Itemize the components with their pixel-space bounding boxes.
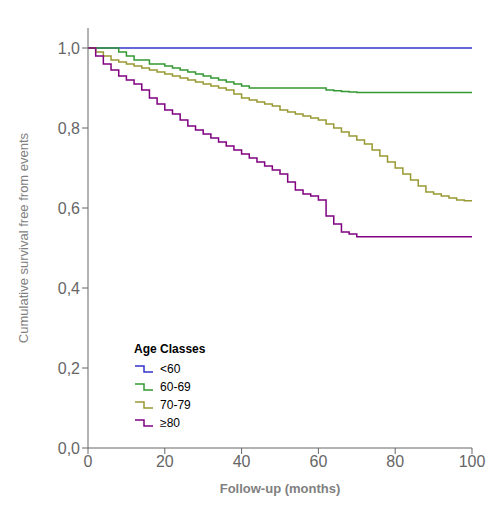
- html-text:Age Classes: Age Classes: [134, 342, 206, 356]
- svg-text:0,2: 0,2: [58, 360, 80, 377]
- svg-text:0,6: 0,6: [58, 200, 80, 217]
- svg-text:1,0: 1,0: [58, 40, 80, 57]
- html-text:<60: <60: [160, 362, 181, 376]
- svg-text:0: 0: [84, 453, 93, 470]
- svg-text:0,4: 0,4: [58, 280, 80, 297]
- svg-text:40: 40: [233, 453, 251, 470]
- html-text:60-69: 60-69: [160, 380, 191, 394]
- html-text:≥80: ≥80: [160, 416, 180, 430]
- svg-text:Follow-up (months): Follow-up (months): [220, 481, 341, 496]
- svg-text:80: 80: [386, 453, 404, 470]
- svg-text:0,8: 0,8: [58, 120, 80, 137]
- svg-text:100: 100: [459, 453, 486, 470]
- svg-text:20: 20: [156, 453, 174, 470]
- html-text:70-79: 70-79: [160, 398, 191, 412]
- svg-text:60: 60: [310, 453, 328, 470]
- svg-text:0,0: 0,0: [58, 440, 80, 457]
- svg-text:Cumulative survival free from: Cumulative survival free from events: [16, 132, 31, 343]
